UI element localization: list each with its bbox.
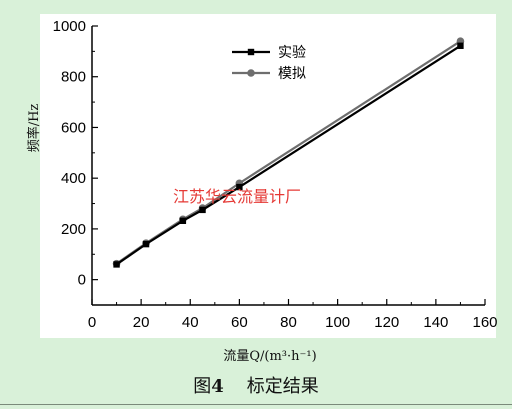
x-tick-label: 60 xyxy=(231,314,248,331)
watermark-text: 江苏华云流量计厂 xyxy=(173,187,301,206)
legend-marker-circle xyxy=(247,69,255,77)
x-tick-label: 20 xyxy=(133,314,150,331)
figure-caption: 图4 标定结果 xyxy=(0,372,512,398)
y-tick-label: 600 xyxy=(61,119,86,136)
data-point-square xyxy=(199,206,206,214)
x-tick-label: 80 xyxy=(280,314,297,331)
data-point-square xyxy=(179,217,187,224)
data-point-square xyxy=(113,261,120,268)
y-axis-label: 频率/Hz xyxy=(26,104,42,153)
data-point-square xyxy=(457,42,464,49)
x-tick-label: 0 xyxy=(88,314,96,331)
legend-label: 实验 xyxy=(278,45,306,61)
series-line xyxy=(115,44,462,266)
y-tick-label: 400 xyxy=(61,170,86,187)
x-tick-label: 120 xyxy=(374,314,399,331)
chart: 0 20 40 60 80 100 120 140 160 0 200 400 600 800 1000 实… xyxy=(26,14,498,364)
x-axis-label: 流量Q/(m³·h⁻¹) xyxy=(223,349,316,364)
legend-marker-square xyxy=(247,48,255,56)
x-tick-label: 160 xyxy=(472,314,497,331)
bottom-rule xyxy=(0,404,512,405)
x-tick-label: 40 xyxy=(182,314,199,331)
data-point-square xyxy=(236,183,243,191)
y-tick-label: 1000 xyxy=(53,18,86,35)
data-point-square xyxy=(142,240,150,248)
legend-label: 模拟 xyxy=(278,66,306,82)
series-layer xyxy=(112,37,465,268)
axes: 0 20 40 60 80 100 120 140 160 0 200 400 600 800 1000 xyxy=(53,18,498,331)
caption-prefix: 图 xyxy=(193,376,212,397)
y-tick-label: 0 xyxy=(78,272,86,289)
caption-title: 标定结果 xyxy=(246,376,319,397)
x-tick-label: 100 xyxy=(325,314,350,331)
y-tick-label: 800 xyxy=(61,69,86,86)
y-tick-label: 200 xyxy=(61,221,86,238)
x-tick-label: 140 xyxy=(423,314,448,331)
caption-number: 4 xyxy=(211,376,224,397)
